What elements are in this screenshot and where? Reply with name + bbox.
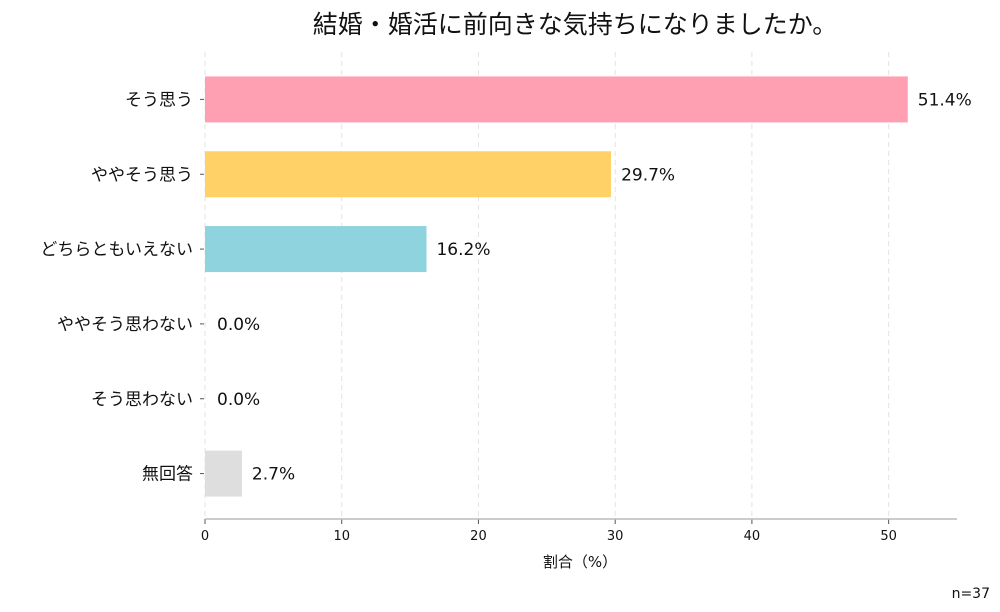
x-axis-label: 割合（%）: [543, 553, 617, 571]
bar: [205, 76, 908, 123]
category-label: そう思わない: [91, 390, 193, 410]
x-tick-label: 0: [201, 529, 209, 544]
value-label: 29.7%: [621, 165, 675, 185]
category-label: どちらともいえない: [40, 240, 193, 260]
grid: [204, 52, 890, 519]
value-label: 51.4%: [918, 90, 972, 110]
x-tick-label: 50: [880, 529, 897, 544]
x-axis: 0 10 20 30 40 50 そう思うややそう思うどちらともいえないややそう思わないそう…: [40, 90, 957, 544]
bar: [205, 450, 242, 497]
x-tick-label: 30: [607, 529, 624, 544]
bars: 51.4% 29.7% 16.2% 0.0% 0.0% 2.7%: [205, 76, 972, 497]
sample-size-note: n=37: [952, 586, 990, 602]
x-tick-label: 40: [744, 529, 761, 544]
chart-title: 結婚・婚活に前向きな気持ちになりましたか。: [313, 10, 838, 39]
category-label: ややそう思う: [91, 165, 193, 185]
x-tick-label: 20: [470, 529, 487, 544]
value-label: 0.0%: [217, 315, 260, 335]
category-label: そう思う: [125, 90, 193, 110]
value-label: 2.7%: [252, 465, 295, 485]
value-label: 16.2%: [436, 240, 490, 260]
bar: [205, 151, 612, 198]
bar: [205, 226, 427, 273]
value-label: 0.0%: [217, 390, 260, 410]
x-tick-label: 10: [333, 529, 350, 544]
category-label: 無回答: [142, 465, 193, 485]
category-label: ややそう思わない: [57, 315, 193, 335]
